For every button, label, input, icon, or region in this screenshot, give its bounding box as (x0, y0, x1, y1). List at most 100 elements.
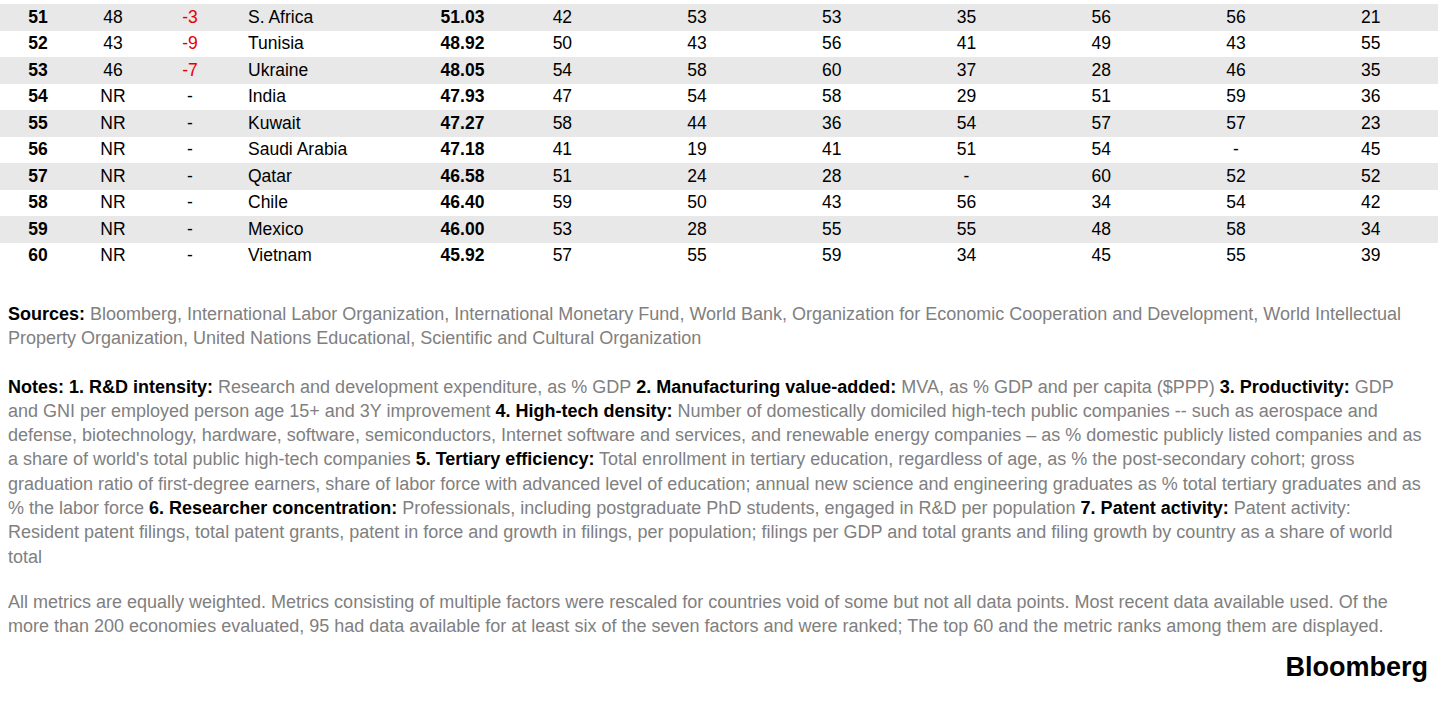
metric-rank-cell: 43 (1169, 33, 1304, 54)
economy-cell: Ukraine (230, 60, 430, 81)
table-row: 58NR-Chile46.4059504356345442 (0, 190, 1438, 217)
metric-rank-cell: 35 (1303, 60, 1438, 81)
metric-rank-cell: - (899, 166, 1034, 187)
bold-term: 5. Tertiary efficiency: (411, 449, 595, 469)
metric-rank-cell: 56 (1169, 7, 1304, 28)
metric-rank-cell: 54 (1169, 192, 1304, 213)
metric-rank-cell: 36 (1303, 86, 1438, 107)
economy-cell: Saudi Arabia (230, 139, 430, 160)
change-cell: -7 (150, 60, 230, 81)
metric-rank-cell: 58 (630, 60, 765, 81)
metric-rank-cell: 54 (630, 86, 765, 107)
change-cell: -3 (150, 7, 230, 28)
metric-rank-cell: 34 (1303, 219, 1438, 240)
metric-rank-cell: 29 (899, 86, 1034, 107)
metric-rank-cell: 50 (495, 33, 630, 54)
metric-rank-cell: 23 (1303, 113, 1438, 134)
metric-rank-cell: 43 (630, 33, 765, 54)
score-cell: 48.05 (430, 60, 495, 81)
change-cell: - (150, 113, 230, 134)
metric-rank-cell: 53 (764, 7, 899, 28)
score-cell: 46.58 (430, 166, 495, 187)
metric-rank-cell: 56 (764, 33, 899, 54)
metric-rank-cell: 57 (1169, 113, 1304, 134)
score-cell: 47.93 (430, 86, 495, 107)
bold-term: 7. Patent activity: (1076, 498, 1229, 518)
prev-rank-cell: NR (76, 219, 150, 240)
economy-cell: Kuwait (230, 113, 430, 134)
score-cell: 48.92 (430, 33, 495, 54)
prev-rank-cell: NR (76, 113, 150, 134)
table-row: 5346-7Ukraine48.0554586037284635 (0, 57, 1438, 84)
metric-rank-cell: 51 (899, 139, 1034, 160)
metric-rank-cell: 52 (1303, 166, 1438, 187)
prev-rank-cell: 43 (76, 33, 150, 54)
metric-rank-cell: 56 (899, 192, 1034, 213)
bold-term: Sources: (8, 304, 85, 324)
metric-rank-cell: 21 (1303, 7, 1438, 28)
rank-cell: 56 (0, 139, 76, 160)
metric-rank-cell: 54 (899, 113, 1034, 134)
metric-rank-cell: 59 (1169, 86, 1304, 107)
metric-rank-cell: 42 (495, 7, 630, 28)
metric-rank-cell: 55 (899, 219, 1034, 240)
bold-term: Notes: (8, 377, 64, 397)
bold-term: 6. Researcher concentration: (144, 498, 397, 518)
table-row: 57NR-Qatar46.58512428-605252 (0, 163, 1438, 190)
muted-text: Professionals, including postgraduate Ph… (397, 498, 1075, 518)
prev-rank-cell: NR (76, 245, 150, 266)
metric-rank-cell: 53 (495, 219, 630, 240)
change-cell: - (150, 192, 230, 213)
metric-rank-cell: 41 (899, 33, 1034, 54)
metric-rank-cell: 39 (1303, 245, 1438, 266)
rank-cell: 60 (0, 245, 76, 266)
change-cell: - (150, 219, 230, 240)
metric-rank-cell: 45 (1034, 245, 1169, 266)
metric-rank-cell: 50 (630, 192, 765, 213)
metric-rank-cell: 53 (630, 7, 765, 28)
metric-rank-cell: 48 (1034, 219, 1169, 240)
metric-rank-cell: 43 (764, 192, 899, 213)
metric-rank-cell: 34 (899, 245, 1034, 266)
metric-rank-cell: 41 (764, 139, 899, 160)
metric-rank-cell: 46 (1169, 60, 1304, 81)
notes-paragraph: Notes: 1. R&D intensity: Research and de… (0, 375, 1438, 569)
rank-table-body: 5148-3S. Africa51.03425353355656215243-9… (0, 4, 1438, 269)
metric-rank-cell: 41 (495, 139, 630, 160)
rank-cell: 58 (0, 192, 76, 213)
metric-rank-cell: 59 (764, 245, 899, 266)
metric-rank-cell: 37 (899, 60, 1034, 81)
change-cell: - (150, 166, 230, 187)
metric-rank-cell: 60 (1034, 166, 1169, 187)
economy-cell: Mexico (230, 219, 430, 240)
metric-rank-cell: - (1169, 139, 1304, 160)
rank-cell: 55 (0, 113, 76, 134)
prev-rank-cell: NR (76, 139, 150, 160)
economy-cell: S. Africa (230, 7, 430, 28)
rank-cell: 59 (0, 219, 76, 240)
metric-rank-cell: 59 (495, 192, 630, 213)
metric-rank-cell: 45 (1303, 139, 1438, 160)
metric-rank-cell: 58 (1169, 219, 1304, 240)
table-row: 5243-9Tunisia48.9250435641494355 (0, 31, 1438, 58)
metric-rank-cell: 49 (1034, 33, 1169, 54)
rank-cell: 52 (0, 33, 76, 54)
rank-cell: 54 (0, 86, 76, 107)
innovation-rank-table: 5148-3S. Africa51.03425353355656215243-9… (0, 0, 1438, 269)
metric-rank-cell: 51 (495, 166, 630, 187)
metric-rank-cell: 44 (630, 113, 765, 134)
economy-cell: India (230, 86, 430, 107)
metric-rank-cell: 60 (764, 60, 899, 81)
metric-rank-cell: 19 (630, 139, 765, 160)
metric-rank-cell: 34 (1034, 192, 1169, 213)
metric-rank-cell: 55 (1303, 33, 1438, 54)
metric-rank-cell: 57 (1034, 113, 1169, 134)
prev-rank-cell: 46 (76, 60, 150, 81)
muted-text: Research and development expenditure, as… (213, 377, 631, 397)
score-cell: 47.27 (430, 113, 495, 134)
muted-text: MVA, as % GDP and per capita ($PPP) (896, 377, 1214, 397)
metric-rank-cell: 42 (1303, 192, 1438, 213)
metric-rank-cell: 55 (764, 219, 899, 240)
metric-rank-cell: 28 (764, 166, 899, 187)
methodology-paragraph: All metrics are equally weighted. Metric… (0, 590, 1438, 639)
